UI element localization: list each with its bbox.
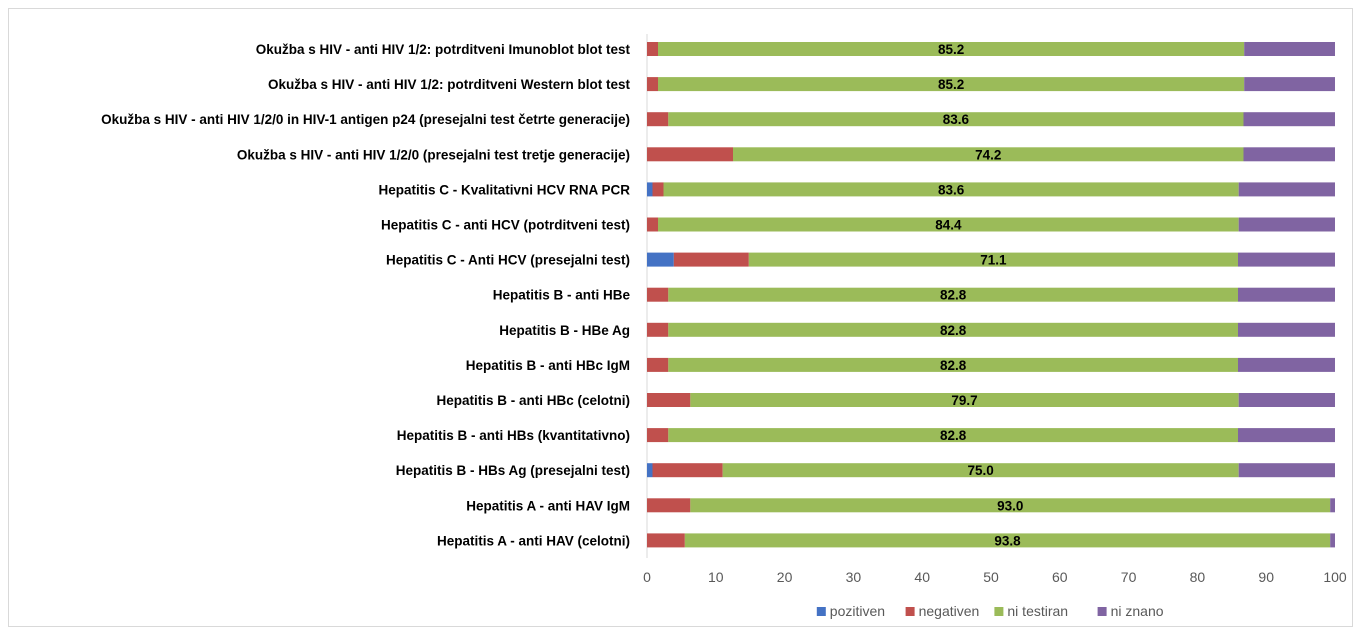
category-label: Hepatitis B - HBe Ag	[499, 323, 630, 338]
data-label: 93.8	[994, 533, 1021, 548]
bar-segment-ni-znano	[1238, 463, 1335, 478]
bar-segment-ni-znano	[1237, 428, 1335, 443]
bar-segment-ni-testiran	[668, 428, 1238, 443]
bar-segment-ni-testiran	[668, 322, 1238, 337]
bar-segment-negativen	[652, 182, 664, 197]
bar-segment-ni-testiran	[668, 287, 1238, 302]
bar-segment-negativen	[652, 463, 723, 478]
bar-segment-ni-testiran	[658, 42, 1245, 56]
category-label: Hepatitis B - anti HBe	[493, 288, 631, 303]
bar-segment-pozitiven	[647, 252, 674, 267]
x-tick-label: 100	[1323, 569, 1347, 585]
bar-segment-ni-znano	[1237, 287, 1335, 302]
bar-segment-ni-testiran	[684, 533, 1331, 548]
bar-segment-ni-testiran	[668, 357, 1238, 372]
bar-segment-ni-znano	[1244, 77, 1335, 92]
legend-swatch-ni-znano	[1097, 607, 1107, 616]
bar-segment-ni-znano	[1237, 322, 1335, 337]
bar-segment-negativen	[647, 112, 669, 127]
bar-segment-ni-znano	[1330, 533, 1335, 548]
legend-label: pozitiven	[830, 603, 885, 619]
bar-segment-ni-znano	[1330, 498, 1335, 513]
bar-segment-ni-testiran	[690, 498, 1331, 513]
x-tick-label: 40	[914, 569, 930, 585]
bar-segment-negativen	[647, 287, 669, 302]
data-label: 83.6	[938, 182, 965, 197]
data-label: 84.4	[935, 218, 962, 233]
data-label: 82.8	[940, 323, 967, 338]
bar-segment-pozitiven	[647, 182, 653, 197]
legend-label: ni znano	[1111, 603, 1164, 619]
category-label: Hepatitis C - anti HCV (potrditveni test…	[381, 218, 630, 233]
x-tick-label: 20	[777, 569, 793, 585]
x-tick-label: 50	[983, 569, 999, 585]
legend-swatch-negativen	[905, 607, 915, 616]
x-tick-label: 70	[1121, 569, 1137, 585]
bar-segment-ni-testiran	[663, 182, 1239, 197]
x-tick-label: 60	[1052, 569, 1068, 585]
bar-segment-negativen	[673, 252, 749, 267]
data-label: 93.0	[997, 498, 1023, 513]
category-label: Hepatitis B - HBs Ag (presejalni test)	[396, 463, 630, 478]
data-label: 82.8	[940, 288, 967, 303]
category-label: Hepatitis A - anti HAV IgM	[466, 498, 630, 513]
bar-segment-ni-znano	[1238, 182, 1335, 197]
data-label: 71.1	[980, 253, 1007, 268]
bar-segment-negativen	[647, 533, 685, 548]
x-tick-label: 90	[1258, 569, 1274, 585]
data-label: 74.2	[975, 147, 1001, 162]
legend-swatch-pozitiven	[816, 607, 826, 616]
bar-segment-ni-testiran	[658, 217, 1239, 232]
bar-segment-negativen	[647, 498, 691, 513]
category-label: Okužba s HIV - anti HIV 1/2: potrditveni…	[268, 77, 631, 92]
bar-segment-negativen	[647, 428, 669, 443]
bar-segment-negativen	[647, 42, 659, 56]
x-tick-label: 0	[643, 569, 651, 585]
category-label: Okužba s HIV - anti HIV 1/2: potrditveni…	[256, 42, 631, 57]
bar-segment-negativen	[647, 357, 669, 372]
category-label: Okužba s HIV - anti HIV 1/2/0 (presejaln…	[237, 147, 630, 162]
legend-label: ni testiran	[1007, 603, 1068, 619]
bar-segment-ni-testiran	[733, 147, 1244, 162]
data-label: 82.8	[940, 428, 967, 443]
bar-segment-ni-znano	[1237, 357, 1335, 372]
data-label: 75.0	[968, 463, 994, 478]
bar-segment-negativen	[647, 147, 733, 162]
data-label: 82.8	[940, 358, 967, 373]
category-label: Hepatitis C - Anti HCV (presejalni test)	[386, 253, 630, 268]
bar-segment-ni-znano	[1244, 42, 1335, 56]
bar-segment-ni-testiran	[690, 393, 1239, 407]
bar-segment-ni-znano	[1243, 112, 1335, 127]
data-label: 85.2	[938, 42, 964, 57]
bar-segment-pozitiven	[647, 463, 653, 478]
category-label: Hepatitis B - anti HBs (kvantitativno)	[397, 428, 630, 443]
data-label: 85.2	[938, 77, 964, 92]
bar-segment-ni-testiran	[748, 252, 1238, 267]
legend-label: negativen	[919, 603, 980, 619]
category-label: Hepatitis A - anti HAV (celotni)	[437, 533, 630, 548]
data-label: 83.6	[943, 112, 970, 127]
category-label: Okužba s HIV - anti HIV 1/2/0 in HIV-1 a…	[101, 112, 630, 127]
data-label: 79.7	[951, 393, 977, 408]
category-label: Hepatitis C - Kvalitativni HCV RNA PCR	[378, 182, 630, 197]
bar-segment-ni-znano	[1238, 217, 1335, 232]
bar-segment-ni-testiran	[658, 77, 1245, 92]
bar-segment-ni-znano	[1237, 252, 1335, 267]
x-tick-label: 30	[846, 569, 862, 585]
bar-segment-negativen	[647, 393, 691, 407]
category-label: Hepatitis B - anti HBc IgM	[466, 358, 630, 373]
x-tick-label: 10	[708, 569, 724, 585]
chart-frame	[8, 8, 1353, 627]
x-tick-label: 80	[1190, 569, 1206, 585]
bar-segment-negativen	[647, 77, 659, 92]
category-label: Hepatitis B - anti HBc (celotni)	[436, 393, 630, 408]
bar-segment-ni-znano	[1238, 393, 1335, 407]
bar-segment-negativen	[647, 217, 659, 232]
bar-segment-ni-testiran	[668, 112, 1244, 127]
bar-segment-negativen	[647, 322, 669, 337]
bar-segment-ni-testiran	[722, 463, 1239, 478]
legend-swatch-ni-testiran	[994, 607, 1004, 616]
bar-segment-ni-znano	[1243, 147, 1335, 162]
